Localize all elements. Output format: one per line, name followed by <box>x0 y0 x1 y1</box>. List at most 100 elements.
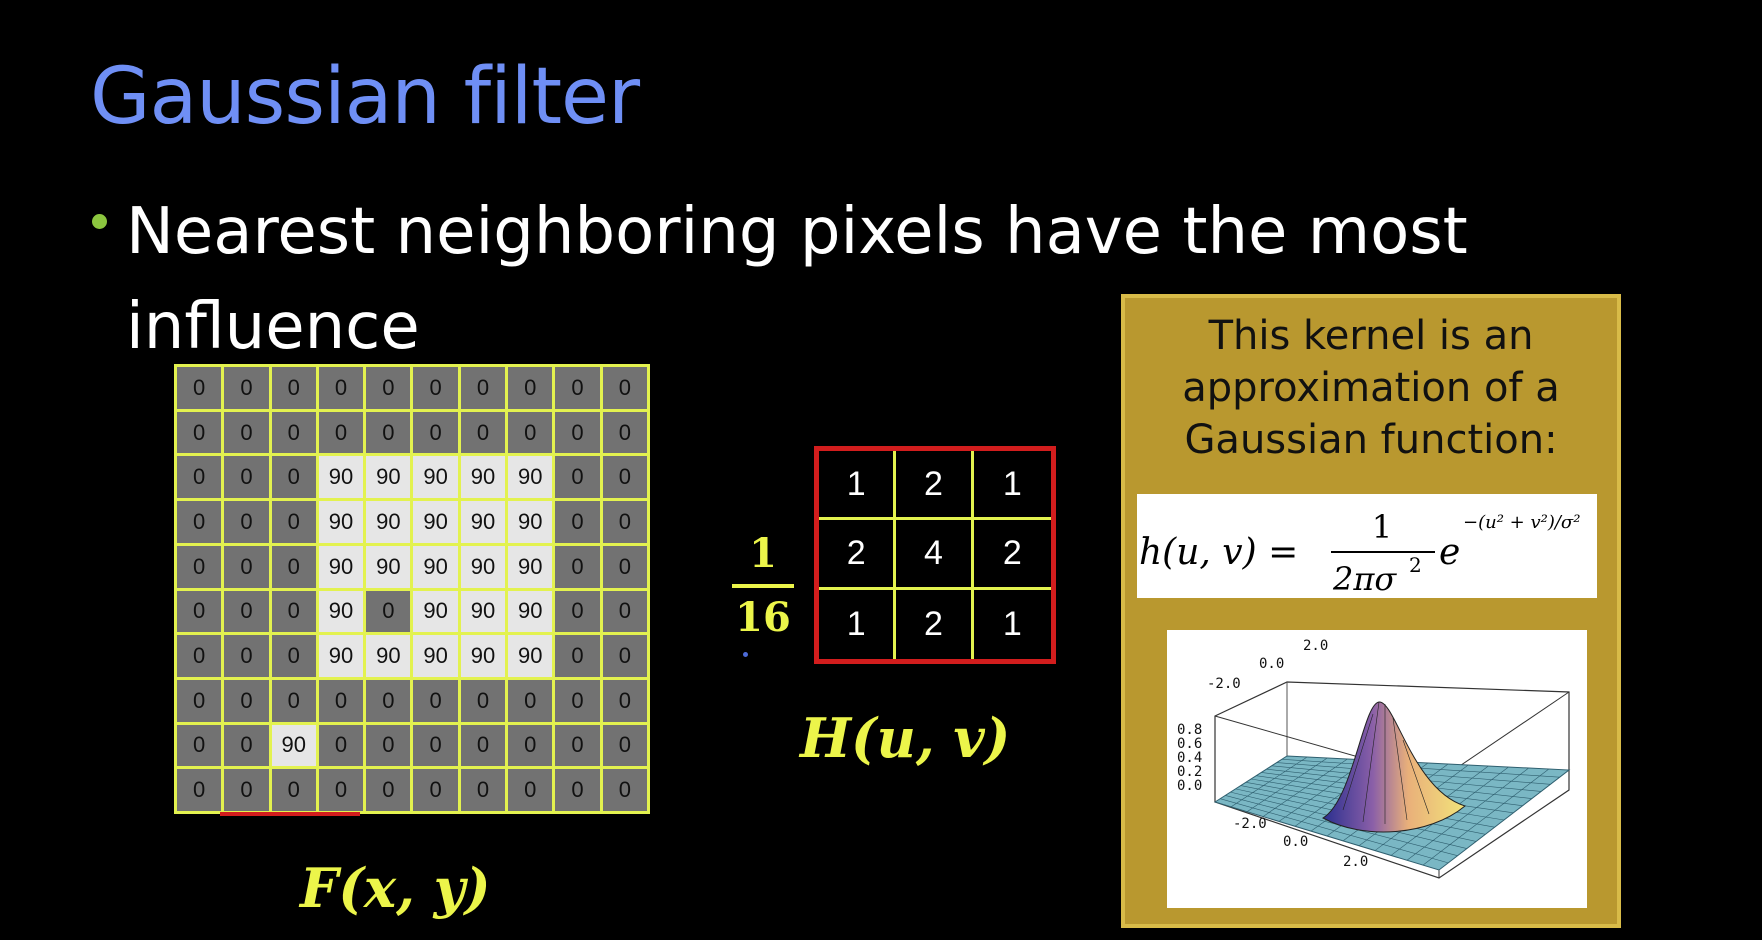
grid-cell: 0 <box>224 590 269 633</box>
grid-cell: 0 <box>318 411 364 454</box>
kernel-cell: 1 <box>1002 604 1022 643</box>
grid-cell: 0 <box>224 769 269 811</box>
grid-cell: 90 <box>366 635 411 677</box>
gaussian-surface-plot: 2.0 0.0 -2.0 0.8 0.6 0.4 0.2 0.0 -2.0 0.0 2.0 <box>1167 630 1587 908</box>
grid-cell: 0 <box>271 679 316 722</box>
bullet-text: Nearest neighboring pixels have the most… <box>126 195 1468 364</box>
grid-cell: 0 <box>177 411 222 454</box>
plot-axis-label: 0.0 <box>1283 834 1308 850</box>
grid-cell: 90 <box>508 590 553 633</box>
grid-cell: 0 <box>271 769 316 811</box>
grid-cell: 0 <box>271 367 316 409</box>
grid-cell: 0 <box>460 367 506 409</box>
kernel-cell: 2 <box>896 451 974 521</box>
plot-axis-label: 0.4 <box>1177 750 1202 766</box>
grid-cell: 0 <box>318 367 364 409</box>
plot-axis-label: 2.0 <box>1343 854 1368 870</box>
grid-cell: 0 <box>177 769 222 811</box>
grid-cell: 0 <box>366 367 411 409</box>
grid-cell: 0 <box>366 411 411 454</box>
grid-cell: 0 <box>271 635 316 677</box>
grid-cell: 0 <box>366 769 411 811</box>
gaussian-formula: h(u, v) = 1 2πσ 2 e −(u² + v²)/σ² <box>1137 494 1597 598</box>
grid-cell: 0 <box>555 679 600 722</box>
grid-cell: 0 <box>602 545 647 588</box>
kernel-fraction: 1 16 <box>728 530 798 642</box>
grid-cell: 0 <box>460 769 506 811</box>
grid-cell: 0 <box>366 590 411 633</box>
grid-cell: 90 <box>460 456 506 499</box>
grid-cell: 0 <box>508 367 553 409</box>
grid-cell: 90 <box>508 545 553 588</box>
surface-plot-svg: 2.00.0-2.00.80.60.40.20.0-2.00.02.0 <box>1177 638 1571 879</box>
grid-cell: 0 <box>366 724 411 767</box>
plot-axis-label: 0.8 <box>1177 722 1202 738</box>
gaussian-note-box: This kernel is an approximation of a Gau… <box>1121 294 1621 928</box>
stray-dot <box>743 652 748 657</box>
grid-cell: 90 <box>460 501 506 543</box>
mesh-line <box>1422 768 1550 866</box>
grid-cell: 0 <box>177 724 222 767</box>
grid-cell: 90 <box>366 456 411 499</box>
grid-cell: 90 <box>413 545 458 588</box>
grid-cell: 0 <box>413 769 458 811</box>
grid-cell: 90 <box>460 545 506 588</box>
grid-cell: 0 <box>555 411 600 454</box>
grid-cell: 0 <box>177 501 222 543</box>
grid-cell: 0 <box>224 635 269 677</box>
grid-cell: 0 <box>555 545 600 588</box>
grid-cell: 90 <box>413 590 458 633</box>
grid-cell: 0 <box>602 679 647 722</box>
grid-cell: 0 <box>271 590 316 633</box>
grid-cell: 90 <box>413 635 458 677</box>
grid-cell: 0 <box>177 456 222 499</box>
peak-mesh-line <box>1342 713 1374 811</box>
grid-cell: 90 <box>271 724 316 767</box>
kernel-cell: 1 <box>819 451 897 521</box>
grid-cell: 90 <box>318 635 364 677</box>
grid-cell: 0 <box>460 679 506 722</box>
grid-cell: 90 <box>413 501 458 543</box>
grid-cell: 0 <box>602 635 647 677</box>
grid-cell: 0 <box>555 456 600 499</box>
grid-cell: 0 <box>602 456 647 499</box>
grid-cell: 90 <box>460 590 506 633</box>
formula-denominator: 2πσ <box>1332 560 1397 598</box>
grid-cell: 90 <box>413 456 458 499</box>
grid-cell: 0 <box>177 590 222 633</box>
grid-cell: 0 <box>224 456 269 499</box>
grid-cell: 0 <box>224 411 269 454</box>
grid-cell: 0 <box>413 411 458 454</box>
grid-cell: 0 <box>602 724 647 767</box>
plot-axis-label: 0.0 <box>1259 656 1284 672</box>
grid-cell: 0 <box>318 724 364 767</box>
grid-cell: 90 <box>318 456 364 499</box>
plot-axis-label: -2.0 <box>1233 816 1267 832</box>
grid-cell: 0 <box>602 367 647 409</box>
formula-lhs: h(u, v) = <box>1139 532 1298 573</box>
grid-cell: 90 <box>366 501 411 543</box>
fraction-denominator: 16 <box>735 594 791 641</box>
gaussian-peak <box>1321 701 1467 833</box>
input-image-label: F(x, y) <box>300 856 491 920</box>
grid-cell: 0 <box>555 635 600 677</box>
grid-cell: 0 <box>318 679 364 722</box>
grid-cell: 0 <box>555 769 600 811</box>
grid-cell: 0 <box>413 724 458 767</box>
grid-underline <box>220 812 360 816</box>
grid-cell: 0 <box>602 501 647 543</box>
input-image-grid: 0 0 0 0 0 0 0 0 0 0 0 0 0 0 0 0 0 0 0 0 0 0 0 90 90 90 90 90 0 0 0 0 0 90… <box>174 364 650 814</box>
grid-cell: 0 <box>177 679 222 722</box>
grid-cell: 0 <box>602 769 647 811</box>
fraction-numerator: 1 <box>749 530 777 577</box>
grid-cell: 0 <box>224 679 269 722</box>
grid-cell: 0 <box>508 411 553 454</box>
formula-denominator-sup: 2 <box>1409 553 1422 577</box>
kernel-cell: 1 <box>819 589 897 659</box>
grid-cell: 0 <box>460 724 506 767</box>
kernel-cell: 2 <box>896 589 974 659</box>
grid-cell: 90 <box>508 501 553 543</box>
grid-cell: 0 <box>413 679 458 722</box>
